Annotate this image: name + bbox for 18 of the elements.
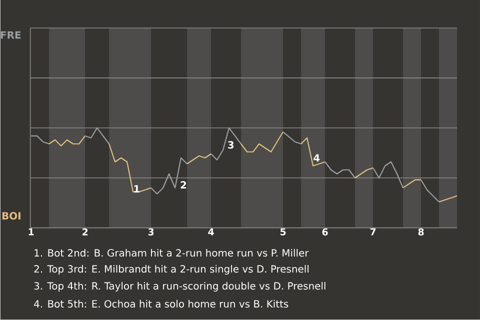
x-tick-label: 3 [148, 228, 154, 236]
x-tick-label: 6 [322, 228, 328, 236]
x-tick-label: 7 [370, 228, 376, 236]
text: 3. Top 4th: R. Taylor hit a run-scoring double vs D. Presnell [34, 282, 326, 292]
annotation: 2 [180, 181, 186, 189]
text: 4. Bot 5th: E. Ochoa hit a solo home run vs B. Kitts [34, 300, 288, 308]
annotation: 1 [134, 185, 140, 193]
x-tick-label: 2 [82, 228, 88, 236]
text: BOI [2, 212, 20, 220]
text: 2. Top 3rd: E. Milbrandt hit a 2-run single vs D. Presnell [34, 265, 308, 275]
x-tick-label: 4 [208, 228, 214, 236]
text: FRE [0, 31, 21, 39]
x-tick-label: 5 [280, 228, 286, 236]
x-tick-label: 8 [418, 228, 424, 236]
x-tick-label: 1 [28, 228, 34, 236]
annotation: 4 [314, 154, 320, 162]
annotation: 3 [228, 141, 234, 149]
text: 1. Bot 2nd: B. Graham hit a 2-run home run vs P. Miller [34, 249, 309, 257]
